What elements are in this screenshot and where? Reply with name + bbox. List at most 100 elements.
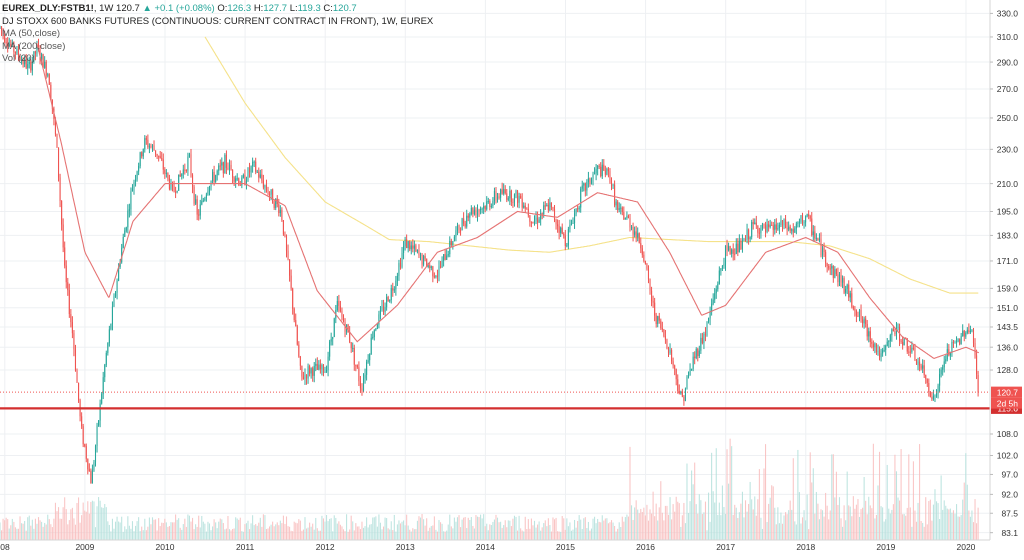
candle-body <box>610 182 613 186</box>
candle-body <box>463 218 465 224</box>
candle-body <box>892 329 894 332</box>
volume-bar <box>948 509 950 540</box>
candle-body <box>646 263 648 269</box>
candle-body <box>761 224 764 229</box>
volume-bar <box>500 521 502 540</box>
candle-body <box>493 191 495 201</box>
candle-body <box>675 368 677 380</box>
volume-bar <box>575 527 577 540</box>
volume-bar <box>617 528 619 540</box>
candle-body <box>199 204 201 216</box>
volume-bar <box>344 531 346 540</box>
candle-body <box>587 178 589 183</box>
volume-bar <box>706 530 708 540</box>
candle-body <box>712 299 714 304</box>
volume-bar <box>362 527 365 540</box>
candle-body <box>976 355 978 375</box>
candle-body <box>310 368 312 374</box>
volume-bar <box>82 502 84 540</box>
price-tick-label: 250.0 <box>997 113 1019 123</box>
volume-bar <box>969 516 971 540</box>
volume-bar <box>805 520 807 540</box>
volume-bar <box>746 511 748 540</box>
ma200-line <box>204 36 979 294</box>
volume-bar <box>118 521 120 540</box>
volume-bar <box>196 526 198 540</box>
candle-body <box>201 201 203 205</box>
candle-body <box>171 183 174 187</box>
candle-body <box>825 252 827 264</box>
volume-bar <box>321 515 323 540</box>
volume-bar <box>712 491 714 540</box>
volume-bar <box>90 501 92 540</box>
volume-bar <box>587 521 589 540</box>
candle-body <box>735 243 737 254</box>
candle-body <box>187 156 189 171</box>
volume-bar <box>151 517 154 540</box>
candle-body <box>919 361 921 366</box>
candle-body <box>439 266 442 268</box>
candle-body <box>567 229 569 246</box>
volume-bar <box>817 503 819 540</box>
candle-body <box>661 328 663 330</box>
volume-bar <box>584 517 586 540</box>
volume-bar <box>7 519 9 540</box>
candle-body <box>21 60 23 62</box>
volume-bar <box>273 526 275 540</box>
candle-body <box>62 224 64 248</box>
candle-body <box>513 194 516 203</box>
candle-body <box>212 171 214 181</box>
price-tick-label: 310.0 <box>997 32 1019 42</box>
candle-body <box>484 206 486 210</box>
volume-bar <box>795 524 797 540</box>
volume-bar <box>153 519 155 540</box>
volume-bar <box>356 526 358 540</box>
price-tick-label: 195.0 <box>997 207 1019 217</box>
volume-bar <box>615 531 617 540</box>
candle-body <box>533 220 536 224</box>
volume-bar <box>654 516 656 540</box>
volume-bar <box>815 491 817 540</box>
volume-bar <box>903 514 905 540</box>
volume-bar <box>728 483 730 540</box>
volume-bar <box>743 517 745 540</box>
volume-bar <box>50 524 52 540</box>
candle-body <box>455 230 457 237</box>
volume-bar <box>199 527 201 540</box>
candle-body <box>44 61 46 68</box>
candle-body <box>248 168 251 173</box>
candle-body <box>647 268 650 280</box>
volume-bar <box>389 529 391 540</box>
candle-body <box>14 51 16 54</box>
candle-body <box>929 391 931 398</box>
volume-bar <box>630 505 633 540</box>
candle-body <box>118 266 120 281</box>
candle-body <box>142 149 144 157</box>
candle-body <box>547 204 549 211</box>
candle-body <box>886 341 888 346</box>
volume-bar <box>882 507 884 540</box>
candle-body <box>486 201 488 210</box>
volume-bar <box>84 510 86 540</box>
candle-body <box>517 190 519 203</box>
volume-bar <box>102 507 104 540</box>
volume-bar <box>849 506 851 540</box>
candle-body <box>868 331 870 337</box>
volume-bar <box>17 528 20 540</box>
candle-body <box>321 365 323 370</box>
candle-body <box>794 228 796 233</box>
volume-bar <box>946 508 948 540</box>
candle-body <box>949 352 951 356</box>
volume-bar <box>187 514 189 540</box>
candle-body <box>640 243 642 249</box>
candle-body <box>627 215 629 219</box>
candle-body <box>472 207 474 214</box>
volume-bar <box>498 522 500 540</box>
candle-body <box>741 240 743 250</box>
candle-body <box>917 361 919 365</box>
candle-body <box>141 152 143 157</box>
candle-body <box>57 147 60 178</box>
volume-bar <box>951 512 953 540</box>
